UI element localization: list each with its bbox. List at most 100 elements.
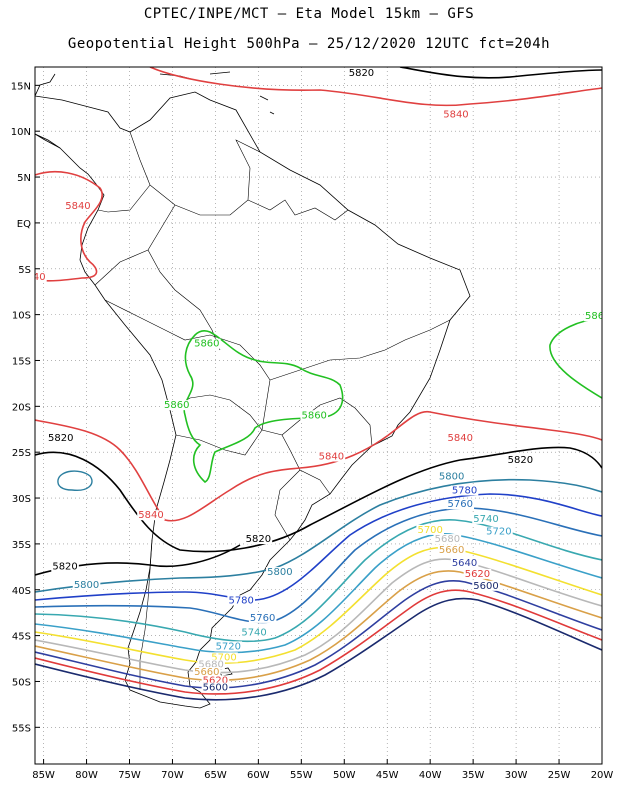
- lon-tick-label: 75W: [118, 770, 141, 781]
- lon-tick-label: 40W: [419, 770, 442, 781]
- contour-label-bg: [193, 667, 221, 678]
- contour-label-bg: [450, 485, 479, 496]
- lon-tick-label: 65W: [204, 770, 227, 781]
- lat-tick-label: 55S: [12, 723, 31, 734]
- lon-tick-label: 80W: [75, 770, 98, 781]
- contour-5600: [35, 597, 602, 701]
- central-america-coastline: [35, 73, 61, 149]
- map-title-line1: CPTEC/INPE/MCT – Eta Model 15km – GFS: [143, 6, 475, 22]
- contour-label-bg: [463, 568, 492, 579]
- contour-label: 5800: [439, 472, 464, 483]
- contour-label-bg: [214, 641, 243, 652]
- contour-5860-continent: [183, 329, 344, 483]
- contour-label: 5840: [319, 452, 344, 463]
- lat-tick-label: 25S: [12, 448, 31, 459]
- contour-label: 5600: [473, 581, 498, 592]
- contour-5780: [35, 493, 602, 601]
- lat-tick-label: 10S: [12, 311, 31, 322]
- contour-label: 5680: [435, 534, 460, 545]
- contour-label: 5860: [164, 400, 189, 411]
- contour-label: 5720: [216, 641, 241, 652]
- contour-label: 5800: [74, 580, 99, 591]
- contour-label-bg: [450, 557, 479, 568]
- contour-5680: [35, 558, 602, 674]
- contour-label: 5800: [267, 567, 292, 578]
- contour-label: 5840: [65, 201, 90, 212]
- contour-label-bg: [193, 338, 221, 349]
- contour-label: 5860: [301, 410, 326, 421]
- contour-label: 5740: [473, 514, 498, 525]
- contour-label: 5660: [194, 667, 219, 678]
- contour-label-bg: [433, 534, 462, 545]
- lat-tick-label: 15S: [12, 356, 31, 367]
- contour-label: 5620: [203, 675, 228, 686]
- contour-labels: 5820 5840 5840 40 5860 5860 5860 5860 5840 5840 58…: [35, 68, 610, 694]
- lat-tick-label: 5S: [18, 265, 31, 276]
- contour-label-bg: [248, 612, 277, 623]
- contour-label-bg: [64, 201, 92, 212]
- contour-label: 5820: [246, 534, 271, 545]
- lat-tick-label: 30S: [12, 494, 31, 505]
- contour-label: 5820: [48, 433, 73, 444]
- contour-label: 5820: [508, 455, 533, 466]
- contour-5700: [35, 546, 602, 664]
- contour-label-bg: [266, 567, 294, 578]
- contour-5840-north: [149, 67, 602, 107]
- lon-tick-label: 35W: [462, 770, 485, 781]
- contour-5720: [35, 533, 602, 654]
- contour-label: 5840: [443, 109, 468, 120]
- contour-5620: [35, 589, 602, 695]
- contour-label-bg: [137, 510, 165, 521]
- lat-tick-label: 35S: [12, 540, 31, 551]
- lat-tick-label: 10N: [11, 127, 31, 138]
- contour-label-bg: [446, 499, 475, 510]
- plot-frame: [34, 66, 603, 765]
- lon-tick-label: 30W: [505, 770, 528, 781]
- lat-tick-label: 50S: [12, 677, 31, 688]
- lon-tick-label: 60W: [247, 770, 270, 781]
- contour-label-bg: [227, 595, 255, 606]
- contour-label: 5860: [585, 311, 610, 322]
- contour-label-bg: [485, 526, 513, 537]
- contour-label: 5820: [52, 562, 77, 573]
- contour-5860-east: [549, 317, 602, 399]
- contour-label: 5740: [241, 628, 266, 639]
- contour-label: 5700: [417, 525, 442, 536]
- contour-label: 5660: [439, 545, 464, 556]
- contour-label-bg: [210, 652, 238, 663]
- contour-label-bg: [347, 68, 376, 79]
- contour-label-bg: [201, 675, 230, 686]
- contour-5840-west: [35, 170, 103, 282]
- lat-tick-label: 15N: [11, 81, 31, 92]
- lat-tick-label: 5N: [17, 173, 31, 184]
- country-borders: [94, 131, 451, 690]
- contour-label: 5700: [211, 652, 236, 663]
- contour-label: 5620: [465, 569, 490, 580]
- contour-label-bg: [162, 400, 191, 411]
- contour-label: 5760: [448, 499, 473, 510]
- contour-5800: [35, 478, 602, 593]
- contour-5800-ring: [57, 470, 93, 491]
- map-title-line2: Geopotential Height 500hPa – 25/12/2020 …: [67, 36, 551, 52]
- contour-label-bg: [437, 545, 466, 556]
- longitude-axis: 85W 80W 75W 70W 65W 60W 55W 50W 45W 40W 35W 30W 25W 2…: [32, 759, 613, 781]
- contour-label: 5860: [194, 339, 219, 350]
- contour-label-bg: [201, 682, 230, 693]
- contour-label: 5600: [203, 683, 228, 694]
- contour-5820-south: [35, 446, 602, 553]
- contour-5820-north: [399, 67, 602, 79]
- contour-label: 5780: [452, 485, 477, 496]
- contour-label-bg: [72, 579, 101, 590]
- contour-label: 5640: [452, 558, 477, 569]
- contour-5660: [35, 570, 602, 682]
- contour-label-bg: [583, 311, 602, 322]
- contour-label-bg: [437, 471, 466, 482]
- lon-tick-label: 20W: [591, 770, 614, 781]
- contour-label-bg: [472, 513, 500, 524]
- contour-label-bg: [46, 433, 75, 444]
- lat-tick-label: 20S: [12, 402, 31, 413]
- lon-tick-label: 45W: [376, 770, 399, 781]
- contour-label-bg: [240, 627, 268, 638]
- lat-tick-label: 40S: [12, 586, 31, 597]
